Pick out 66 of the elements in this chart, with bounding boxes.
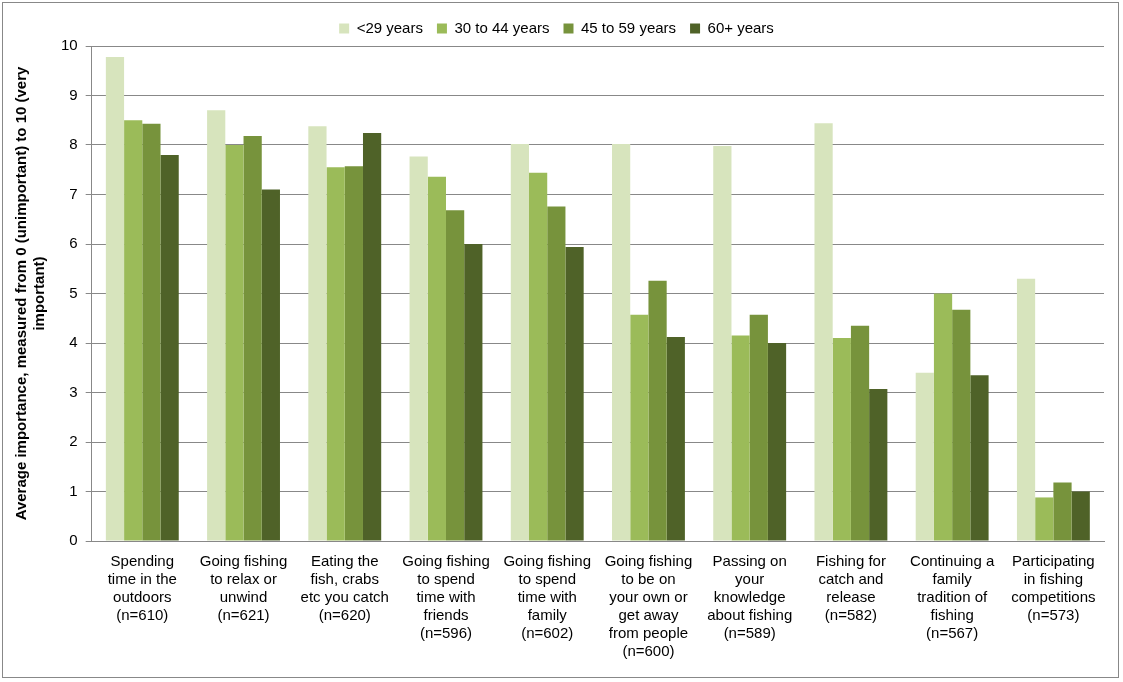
y-tick-label: 7 [69, 184, 78, 202]
x-tick-label: Spending time in the outdoors (n=610) [107, 552, 177, 624]
bar [207, 110, 226, 541]
x-tick-label: Going fishing to spend time with friends (n=596) [402, 552, 490, 642]
bar [648, 280, 667, 541]
bar [464, 244, 483, 541]
x-tick-label: Continuing a family tradition of fishing (n=567) [910, 552, 995, 642]
x-tick-label: Going fishing to be on your own or get away from people (n=600) [604, 552, 693, 660]
bar [630, 314, 649, 541]
bar [308, 126, 327, 541]
x-tick-label: Participating in fishing competitions (n=573) [1011, 552, 1096, 624]
bar [160, 154, 179, 541]
bar [731, 335, 750, 541]
bar [612, 144, 631, 541]
x-tick-label: Going fishing to relax or unwind (n=621) [199, 552, 288, 624]
bar [105, 56, 125, 541]
bar [344, 166, 363, 541]
x-tick-label: Going fishing to spend time with family (n=602) [503, 552, 592, 642]
legend-label: 30 to 44 years [454, 18, 550, 36]
bar [1053, 482, 1072, 541]
y-tick-label: 3 [69, 382, 78, 400]
bar [869, 389, 888, 541]
bar [225, 145, 244, 541]
bar [529, 172, 548, 541]
bar [1071, 491, 1090, 541]
bar [933, 293, 953, 541]
bar [427, 176, 446, 541]
bar [1016, 278, 1036, 541]
y-tick-label: 1 [69, 481, 78, 499]
bar [952, 309, 971, 541]
bar [565, 246, 584, 541]
bar [142, 123, 161, 541]
y-axis-title: Average importance, measured from 0 (unimportant) to 10 (very important) [12, 65, 48, 521]
legend-label: <29 years [356, 18, 423, 36]
y-tick-label: 2 [69, 432, 78, 450]
legend-label: 45 to 59 years [581, 18, 677, 36]
y-tick-label: 9 [69, 85, 78, 103]
y-tick-label: 10 [61, 36, 78, 54]
bar [261, 189, 280, 541]
bar [749, 314, 768, 541]
bar [1035, 497, 1054, 541]
bar [832, 338, 851, 541]
bar [915, 372, 934, 541]
bar [547, 206, 566, 541]
x-tick-label: Eating the fish, crabs etc you catch (n=620) [300, 552, 389, 624]
bar [850, 325, 870, 541]
x-tick-label: Passing on your knowledge about fishing (n=589) [707, 552, 793, 642]
bar [243, 136, 262, 541]
y-tick-label: 5 [69, 283, 78, 301]
bar [666, 337, 685, 541]
bar [362, 133, 382, 541]
bar [713, 145, 732, 541]
bar [767, 343, 787, 541]
y-tick-label: 8 [69, 135, 78, 153]
bar [326, 167, 345, 541]
bar [124, 120, 143, 541]
bar [446, 210, 465, 541]
y-tick-label: 0 [69, 531, 78, 549]
legend-label: 60+ years [707, 18, 774, 36]
x-tick-label: Fishing for catch and release (n=582) [815, 552, 886, 624]
y-tick-label: 6 [69, 234, 78, 252]
bar [510, 144, 530, 541]
y-tick-label: 4 [69, 333, 78, 351]
bar [814, 123, 833, 541]
bar [970, 375, 989, 541]
bar [409, 156, 428, 541]
